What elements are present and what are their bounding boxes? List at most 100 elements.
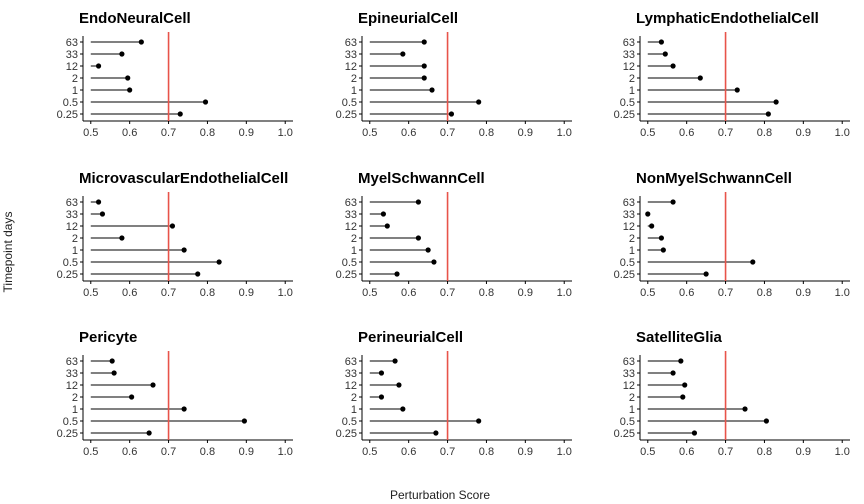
y-tick-label: 12 <box>66 221 78 233</box>
lollipop-point <box>476 418 482 424</box>
lollipop-point <box>415 199 421 205</box>
x-tick-label: 0.9 <box>239 127 254 139</box>
panel-title: PerineurialCell <box>358 329 463 346</box>
panel-title: NonMyelSchwannCell <box>636 170 792 187</box>
x-tick-label: 0.9 <box>796 287 811 299</box>
x-tick-label: 0.8 <box>757 287 772 299</box>
lollipop-point <box>763 418 769 424</box>
y-tick-label: 0.5 <box>342 416 357 428</box>
lollipop-point <box>181 247 187 253</box>
lollipop-point <box>146 430 152 436</box>
x-tick-label: 0.7 <box>440 446 455 458</box>
y-tick-label: 12 <box>66 61 78 73</box>
x-tick-label: 0.7 <box>718 287 733 299</box>
x-tick-label: 0.8 <box>479 446 494 458</box>
y-tick-label: 2 <box>629 233 635 245</box>
lollipop-point <box>181 406 187 412</box>
y-tick-label: 63 <box>623 356 635 368</box>
lollipop-point <box>150 382 156 388</box>
x-tick-label: 0.5 <box>362 287 377 299</box>
lollipop-point <box>750 259 756 265</box>
lollipop-point <box>384 223 390 229</box>
x-tick-label: 1.0 <box>835 287 850 299</box>
x-tick-label: 0.8 <box>200 287 215 299</box>
lollipop-point <box>476 99 482 105</box>
lollipop-point <box>662 51 668 57</box>
y-tick-label: 12 <box>345 61 357 73</box>
y-tick-label: 0.5 <box>342 257 357 269</box>
y-tick-label: 33 <box>345 209 357 221</box>
lollipop-point <box>396 382 402 388</box>
lollipop-point <box>682 382 688 388</box>
x-tick-label: 1.0 <box>278 127 293 139</box>
x-tick-label: 0.6 <box>401 287 416 299</box>
lollipop-point <box>378 370 385 376</box>
lollipop-point <box>195 271 201 277</box>
y-tick-label: 0.25 <box>57 269 78 281</box>
lollipop-point <box>765 111 771 117</box>
x-tick-label: 0.7 <box>161 287 176 299</box>
x-tick-label: 0.5 <box>83 287 98 299</box>
lollipop-point <box>421 75 427 81</box>
lollipop-point <box>95 199 102 205</box>
x-tick-label: 0.9 <box>518 287 533 299</box>
lollipop-point <box>415 235 421 241</box>
x-tick-label: 0.9 <box>796 446 811 458</box>
lollipop-point <box>645 211 651 217</box>
lollipop-point <box>658 39 664 45</box>
y-tick-label: 0.5 <box>620 257 635 269</box>
lollipop-point <box>649 223 655 229</box>
y-tick-label: 33 <box>66 209 78 221</box>
lollipop-point <box>400 406 406 412</box>
lollipop-point <box>425 247 431 253</box>
x-tick-label: 0.8 <box>200 127 215 139</box>
y-tick-label: 12 <box>623 61 635 73</box>
y-tick-label: 63 <box>345 37 357 49</box>
x-tick-label: 0.5 <box>83 446 98 458</box>
x-tick-label: 1.0 <box>278 446 293 458</box>
y-tick-label: 12 <box>623 221 635 233</box>
y-tick-label: 2 <box>351 73 357 85</box>
lollipop-point <box>202 99 209 105</box>
x-tick-label: 0.6 <box>122 446 137 458</box>
x-tick-label: 0.5 <box>362 446 377 458</box>
y-tick-label: 0.25 <box>57 428 78 440</box>
panel-title: EndoNeuralCell <box>79 10 191 27</box>
y-tick-label: 63 <box>66 356 78 368</box>
y-tick-label: 2 <box>629 73 635 85</box>
panel-title: MyelSchwannCell <box>358 170 485 187</box>
y-tick-label: 63 <box>623 197 635 209</box>
y-tick-label: 2 <box>72 392 78 404</box>
x-tick-label: 0.6 <box>679 127 694 139</box>
y-tick-label: 0.25 <box>336 109 357 121</box>
x-tick-label: 0.7 <box>161 446 176 458</box>
x-tick-label: 0.7 <box>718 127 733 139</box>
y-tick-label: 0.5 <box>63 416 78 428</box>
panel-title: MicrovascularEndothelialCell <box>79 170 288 187</box>
panel-title: SatelliteGlia <box>636 329 723 346</box>
x-tick-label: 0.8 <box>757 446 772 458</box>
lollipop-point <box>138 39 144 45</box>
lollipop-point <box>421 39 427 45</box>
lollipop-point <box>95 63 102 69</box>
lollipop-point <box>658 235 664 241</box>
lollipop-point <box>129 394 135 400</box>
lollipop-point <box>378 394 385 400</box>
lollipop-point <box>392 358 398 364</box>
lollipop-point <box>691 430 698 436</box>
x-tick-label: 1.0 <box>557 446 572 458</box>
y-tick-label: 12 <box>66 380 78 392</box>
x-tick-label: 0.7 <box>440 127 455 139</box>
y-tick-label: 0.5 <box>63 97 78 109</box>
lollipop-point <box>703 271 709 277</box>
lollipop-point <box>394 271 400 277</box>
lollipop-point <box>125 75 131 81</box>
y-tick-label: 33 <box>623 368 635 380</box>
y-tick-label: 1 <box>72 245 78 257</box>
x-tick-label: 0.6 <box>122 287 137 299</box>
panel-title: LymphaticEndothelialCell <box>636 10 819 27</box>
